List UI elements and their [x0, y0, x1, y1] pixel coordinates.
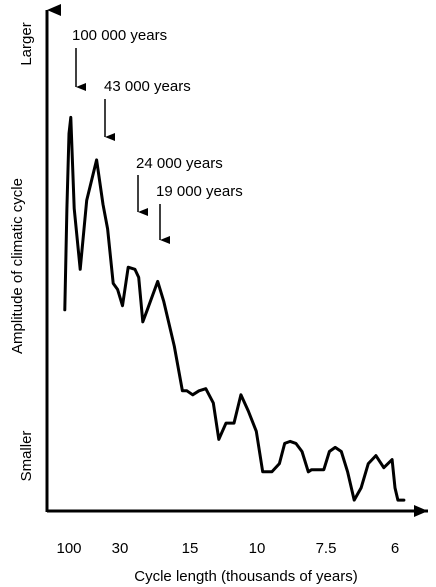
x-tick-label: 30	[112, 540, 129, 557]
x-tick-label: 15	[182, 540, 199, 557]
x-tick-label: 7.5	[316, 540, 337, 557]
x-tick-label: 100	[56, 540, 81, 557]
y-bottom-label: Smaller	[18, 431, 35, 482]
x-tick-label: 6	[391, 540, 399, 557]
x-axis-label: Cycle length (thousands of years)	[134, 568, 357, 585]
annotation-text: 100 000 years	[72, 27, 167, 44]
series-line	[63, 115, 406, 502]
annotation-19000: 19 000 years	[156, 183, 243, 244]
annotation-text: 19 000 years	[156, 183, 243, 200]
annotation-text: 43 000 years	[104, 78, 191, 95]
x-tick-labels: 100 30 15 10 7.5 6	[56, 540, 399, 557]
annotation-43000: 43 000 years	[104, 78, 191, 141]
annotation-text: 24 000 years	[136, 155, 223, 172]
y-top-label: Larger	[18, 22, 35, 65]
annotation-100000: 100 000 years	[72, 27, 167, 91]
x-tick-label: 10	[249, 540, 266, 557]
annotation-24000: 24 000 years	[136, 155, 223, 216]
y-axis-label: Amplitude of climatic cycle	[9, 178, 26, 354]
